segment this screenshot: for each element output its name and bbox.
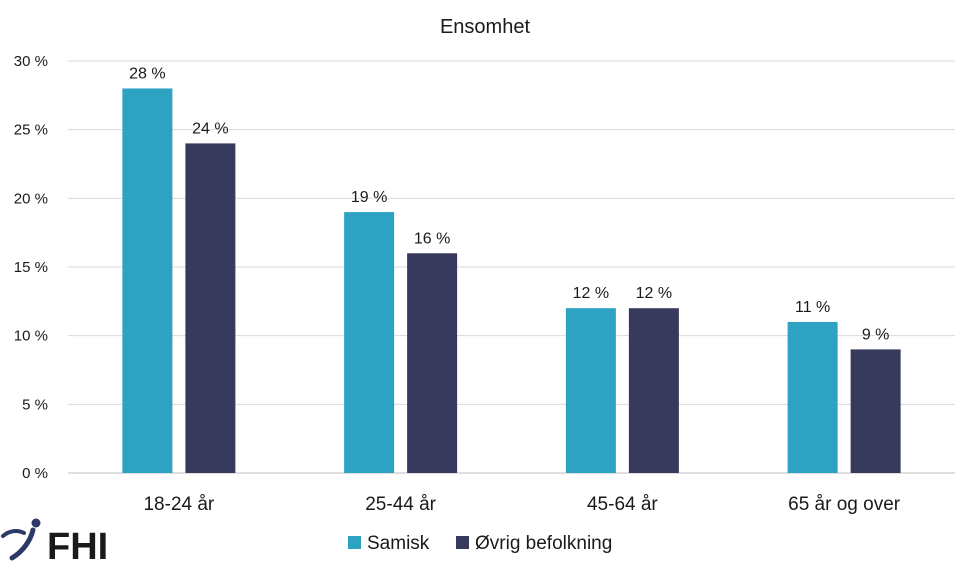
legend-swatch-samisk <box>348 536 361 549</box>
bars <box>122 88 901 474</box>
legend-swatch-ovrig <box>456 536 469 549</box>
y-tick-label: 10 % <box>14 328 48 345</box>
bar-samisk-2 <box>565 308 616 473</box>
y-tick-label: 15 % <box>14 259 48 276</box>
bar-samisk-3 <box>787 321 838 473</box>
logo-text: FHI <box>47 526 108 568</box>
logo-head-icon <box>31 518 41 528</box>
logo-swirl-icon <box>1 529 26 538</box>
x-tick-label: 25-44 år <box>365 494 436 515</box>
data-label: 24 % <box>192 120 228 137</box>
bar-ovrig-3 <box>850 349 901 473</box>
bar-ovrig-2 <box>628 308 679 473</box>
data-label: 9 % <box>862 326 890 343</box>
chart-title: Ensomhet <box>440 16 530 38</box>
x-tick-label: 65 år og over <box>788 494 901 515</box>
y-tick-label: 30 % <box>14 53 48 70</box>
data-labels: 28 % 24 % 19 % 16 % 12 % 12 % 11 % 9 % <box>129 65 889 343</box>
bar-samisk-1 <box>344 212 395 474</box>
legend-label-ovrig: Øvrig befolkning <box>475 533 612 554</box>
y-tick-label: 20 % <box>14 190 48 207</box>
legend: Samisk Øvrig befolkning <box>348 533 612 554</box>
data-label: 11 % <box>795 299 830 316</box>
x-axis: 18-24 år 25-44 år 45-64 år 65 år og over <box>143 494 900 515</box>
x-tick-label: 18-24 år <box>143 494 214 515</box>
legend-label-samisk: Samisk <box>367 533 430 554</box>
bar-samisk-0 <box>122 88 173 473</box>
logo-figure-icon <box>9 527 36 561</box>
y-tick-label: 0 % <box>22 465 48 482</box>
bar-ovrig-0 <box>185 143 236 473</box>
y-axis: 0 % 5 % 10 % 15 % 20 % 25 % 30 % <box>14 53 48 482</box>
bar-ovrig-1 <box>407 253 458 473</box>
x-tick-label: 45-64 år <box>587 494 658 515</box>
fhi-logo: FHI <box>1 518 108 568</box>
data-label: 28 % <box>129 65 165 82</box>
y-tick-label: 5 % <box>22 396 48 413</box>
data-label: 12 % <box>573 285 609 302</box>
data-label: 16 % <box>414 230 450 247</box>
data-label: 19 % <box>351 189 387 206</box>
data-label: 12 % <box>636 285 672 302</box>
y-tick-label: 25 % <box>14 122 48 139</box>
